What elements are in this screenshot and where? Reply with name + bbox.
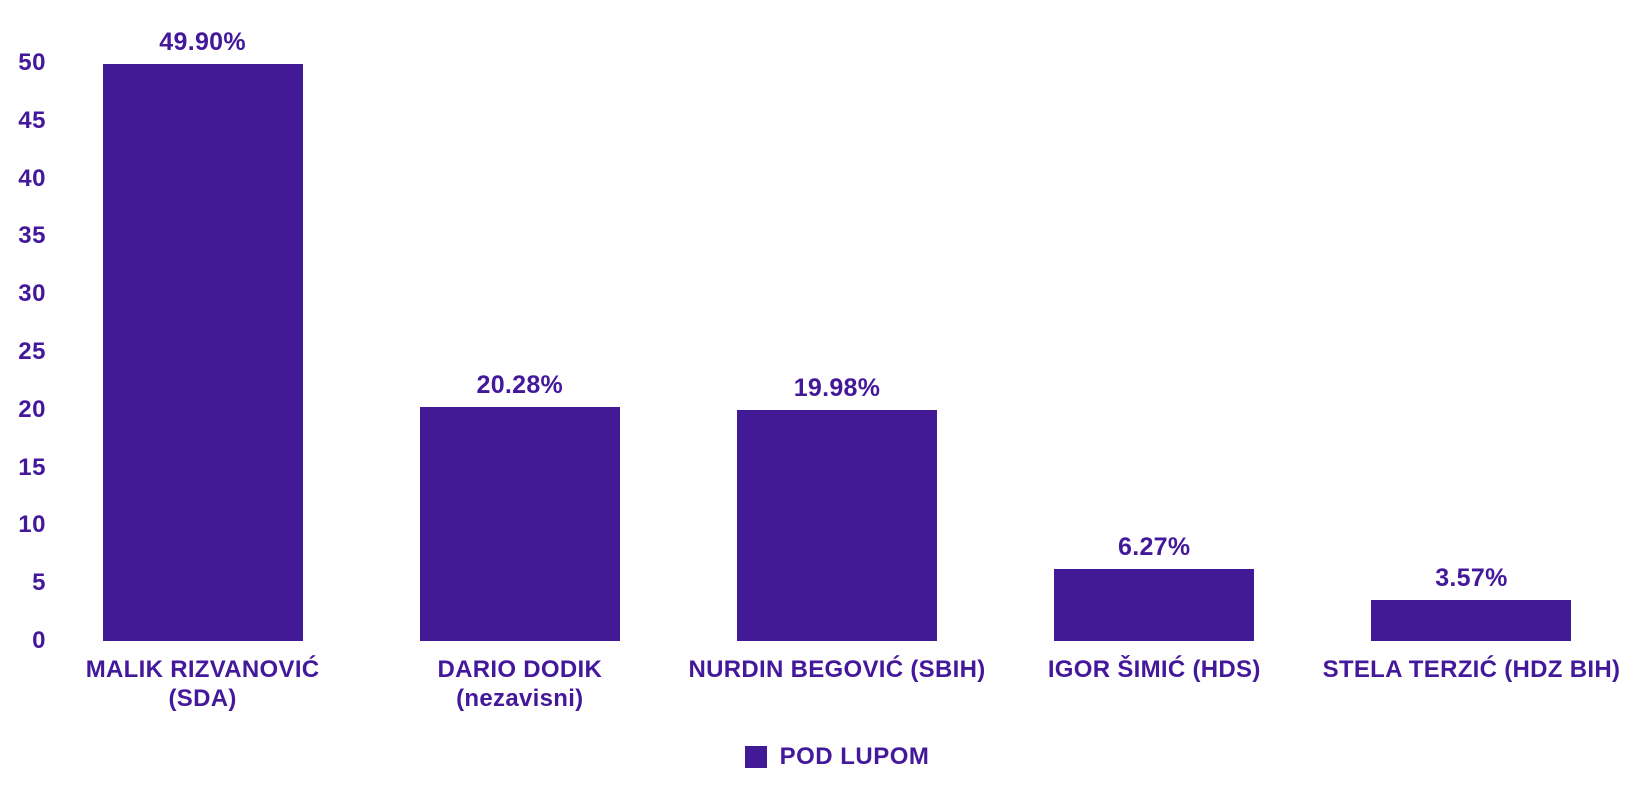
plot-area: 49.90% 20.28% 19.98% 6.27% 3.57%: [44, 28, 1630, 641]
y-tick-label: 10: [18, 511, 46, 539]
y-tick-label: 50: [18, 49, 46, 76]
x-axis-labels: MALIK RIZVANOVIĆ (SDA) DARIO DODIK (nezavis…: [44, 655, 1630, 713]
bar-slot: 19.98%: [678, 63, 995, 641]
y-tick-label: 30: [18, 280, 46, 308]
legend-swatch-icon: [744, 746, 767, 768]
y-tick-label: 20: [18, 395, 46, 423]
bar-slot: 3.57%: [1313, 63, 1630, 641]
bar-value-label: 3.57%: [1435, 563, 1508, 592]
bar[interactable]: [1371, 599, 1572, 641]
category-label: NURDIN BEGOVIĆ (SBIH): [688, 656, 986, 683]
bar-value-label: 6.27%: [1118, 532, 1191, 561]
bar-value-label: 20.28%: [476, 370, 564, 399]
y-tick-label: 45: [18, 106, 46, 134]
category-label: MALIK RIZVANOVIĆ (SDA): [85, 656, 320, 712]
category-label: IGOR ŠIMIĆ (HDS): [1047, 656, 1261, 683]
y-tick-label: 40: [18, 164, 46, 192]
y-tick-label: 0: [32, 627, 46, 654]
y-tick-label: 25: [18, 338, 46, 365]
bar[interactable]: [102, 64, 303, 641]
category-label: DARIO DODIK (nezavisni): [437, 656, 603, 712]
bar[interactable]: [1054, 568, 1255, 641]
y-tick-label: 35: [18, 222, 46, 250]
legend-item[interactable]: POD LUPOM: [44, 743, 1630, 771]
bar-slot: 49.90%: [44, 28, 361, 641]
y-axis: 0 5 10 15 20 25 30 35 40 45 50: [0, 0, 46, 800]
y-tick-label: 5: [32, 569, 46, 597]
bar-slot: 20.28%: [361, 63, 678, 641]
bar[interactable]: [419, 406, 620, 641]
bar-value-label: 19.98%: [793, 374, 881, 403]
bar[interactable]: [737, 410, 937, 641]
legend-label: POD LUPOM: [779, 743, 930, 770]
bar-value-label: 49.90%: [159, 28, 246, 57]
category-label: STELA TERZIĆ (HDZ BIH): [1322, 656, 1621, 683]
y-tick-label: 15: [18, 453, 46, 481]
bar-slot: 6.27%: [996, 63, 1313, 641]
